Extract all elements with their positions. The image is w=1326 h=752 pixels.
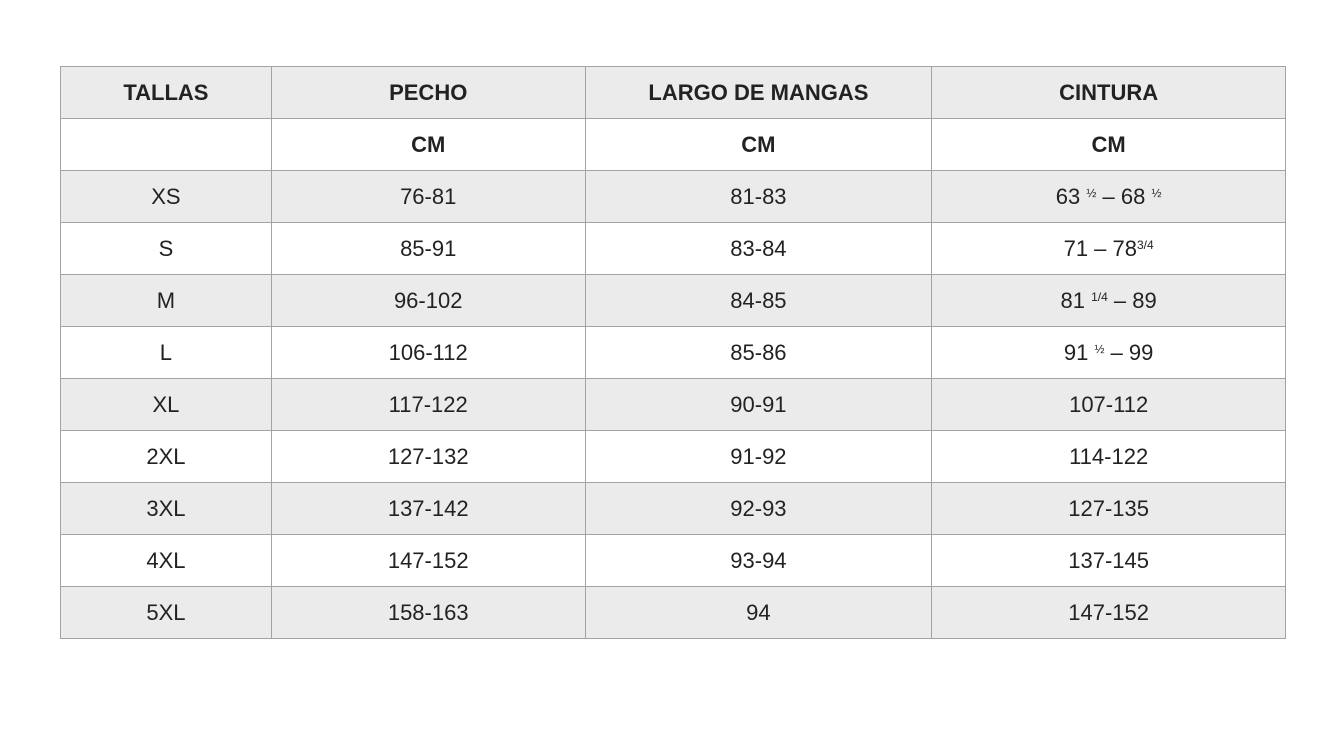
size-cell: XS: [60, 170, 272, 223]
pecho-cell: 158-163: [270, 586, 586, 639]
pecho-cell: 127-132: [270, 430, 586, 483]
pecho-cell: 96-102: [270, 274, 586, 327]
column-header: LARGO DE MANGAS: [584, 66, 933, 119]
cintura-cell: 63 ½ – 68 ½: [931, 170, 1286, 223]
size-chart-table: TALLAS PECHO LARGO DE MANGAS CINTURA CM CM CM X…: [60, 66, 1286, 639]
value-text: – 68: [1096, 183, 1152, 209]
pecho-cell: 76-81: [270, 170, 586, 223]
cintura-cell: 71 – 783/4: [931, 222, 1286, 275]
value-text: 71 – 78: [1063, 235, 1137, 261]
pecho-cell: 147-152: [270, 534, 586, 587]
fraction-text: 3/4: [1136, 237, 1154, 252]
fraction-text: ½: [1094, 341, 1105, 356]
value-text: – 99: [1104, 339, 1154, 365]
table-row: 3XL 137-142 92-93 127-135: [60, 482, 1286, 535]
column-header: CINTURA: [931, 66, 1286, 119]
mangas-cell: 93-94: [584, 534, 933, 587]
value-text: – 89: [1107, 287, 1157, 313]
size-cell: M: [60, 274, 272, 327]
table-row: 4XL 147-152 93-94 137-145: [60, 534, 1286, 587]
mangas-cell: 92-93: [584, 482, 933, 535]
unit-row: CM CM CM: [60, 118, 1286, 171]
value-text: 81: [1060, 287, 1092, 313]
mangas-cell: 91-92: [584, 430, 933, 483]
cintura-cell: 137-145: [931, 534, 1286, 587]
table-row: M 96-102 84-85 81 1/4 – 89: [60, 274, 1286, 327]
mangas-cell: 94: [584, 586, 933, 639]
column-header: TALLAS: [60, 66, 272, 119]
table-row: 5XL 158-163 94 147-152: [60, 586, 1286, 639]
cintura-cell: 91 ½ – 99: [931, 326, 1286, 379]
mangas-cell: 83-84: [584, 222, 933, 275]
table-row: XS 76-81 81-83 63 ½ – 68 ½: [60, 170, 1286, 223]
size-cell: 3XL: [60, 482, 272, 535]
mangas-cell: 90-91: [584, 378, 933, 431]
value-text: 107-112: [1069, 391, 1149, 417]
table-row: 2XL 127-132 91-92 114-122: [60, 430, 1286, 483]
size-cell: S: [60, 222, 272, 275]
cintura-cell: 127-135: [931, 482, 1286, 535]
table-row: XL 117-122 90-91 107-112: [60, 378, 1286, 431]
value-text: 91: [1063, 339, 1095, 365]
unit-cell: CM: [931, 118, 1286, 171]
value-text: 147-152: [1068, 599, 1149, 625]
size-cell: XL: [60, 378, 272, 431]
column-header: PECHO: [270, 66, 586, 119]
value-text: 127-135: [1068, 495, 1149, 521]
mangas-cell: 84-85: [584, 274, 933, 327]
fraction-text: 1/4: [1091, 289, 1108, 304]
table-row: S 85-91 83-84 71 – 783/4: [60, 222, 1286, 275]
value-text: 137-145: [1068, 547, 1149, 573]
fraction-text: ½: [1086, 185, 1097, 200]
size-cell: L: [60, 326, 272, 379]
size-cell: 4XL: [60, 534, 272, 587]
cintura-cell: 114-122: [931, 430, 1286, 483]
pecho-cell: 137-142: [270, 482, 586, 535]
cintura-cell: 147-152: [931, 586, 1286, 639]
unit-cell: CM: [270, 118, 586, 171]
pecho-cell: 117-122: [270, 378, 586, 431]
header-row: TALLAS PECHO LARGO DE MANGAS CINTURA: [60, 66, 1286, 119]
unit-cell: CM: [584, 118, 933, 171]
table-row: L 106-112 85-86 91 ½ – 99: [60, 326, 1286, 379]
mangas-cell: 81-83: [584, 170, 933, 223]
cintura-cell: 81 1/4 – 89: [931, 274, 1286, 327]
value-text: 114-122: [1069, 443, 1149, 469]
pecho-cell: 85-91: [270, 222, 586, 275]
size-cell: 5XL: [60, 586, 272, 639]
mangas-cell: 85-86: [584, 326, 933, 379]
size-cell: 2XL: [60, 430, 272, 483]
unit-cell: [60, 118, 272, 171]
fraction-text: ½: [1151, 185, 1162, 200]
cintura-cell: 107-112: [931, 378, 1286, 431]
value-text: 63: [1055, 183, 1087, 209]
pecho-cell: 106-112: [270, 326, 586, 379]
